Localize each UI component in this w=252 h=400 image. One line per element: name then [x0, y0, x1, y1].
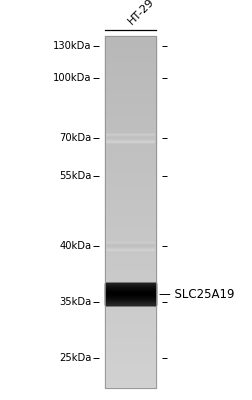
Text: 40kDa: 40kDa	[59, 241, 91, 251]
Text: 25kDa: 25kDa	[59, 353, 91, 363]
Text: HT-29: HT-29	[125, 0, 155, 26]
Text: — SLC25A19: — SLC25A19	[159, 288, 234, 300]
Text: 35kDa: 35kDa	[59, 297, 91, 307]
Text: 130kDa: 130kDa	[53, 41, 91, 51]
Text: 70kDa: 70kDa	[59, 133, 91, 143]
Text: 100kDa: 100kDa	[53, 73, 91, 83]
Text: 55kDa: 55kDa	[59, 171, 91, 181]
